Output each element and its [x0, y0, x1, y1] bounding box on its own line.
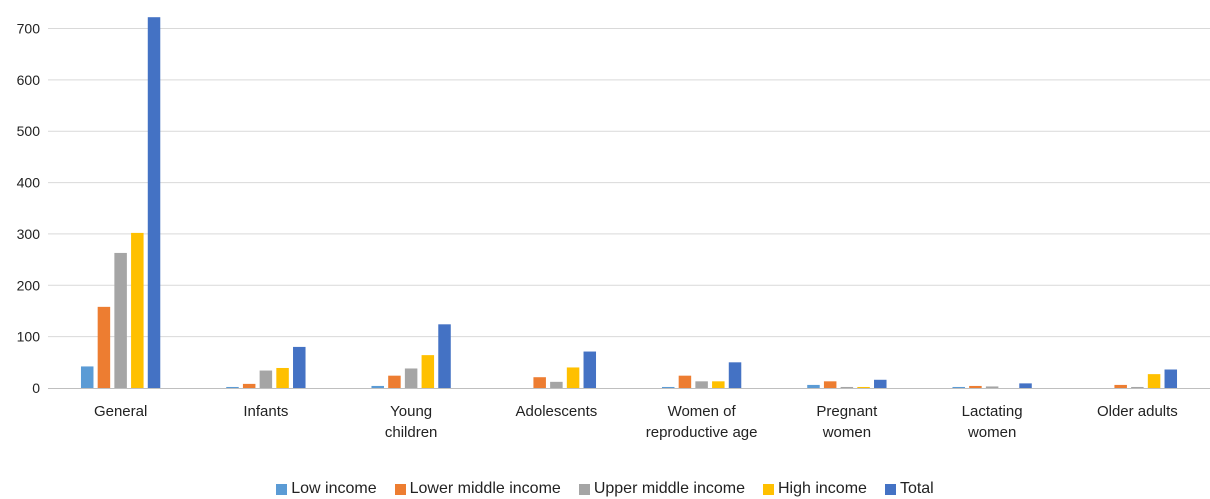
legend: Low income Lower middle income Upper middl… — [0, 480, 1210, 498]
legend-item: Low income — [276, 480, 377, 498]
bar — [114, 252, 127, 388]
bar — [438, 324, 451, 388]
bar — [678, 375, 692, 388]
bar — [1131, 386, 1144, 388]
y-tick-label: 700 — [17, 21, 41, 37]
x-category-label: Young children — [385, 403, 438, 441]
legend-item: Lower middle income — [394, 480, 561, 498]
y-tick-label: 300 — [17, 226, 41, 242]
bar — [550, 381, 563, 388]
legend-label: High income — [778, 480, 867, 497]
bar — [952, 386, 965, 388]
bar — [1019, 383, 1032, 388]
legend-swatch — [763, 483, 774, 495]
x-category-label: General — [94, 403, 147, 420]
x-category-label: Pregnant women — [816, 403, 878, 441]
x-category-label: Lactating women — [962, 403, 1023, 441]
bar — [404, 368, 418, 388]
bar — [874, 379, 887, 388]
bar — [807, 384, 820, 388]
bar — [131, 232, 144, 388]
bar — [97, 306, 111, 388]
bar — [661, 386, 675, 388]
y-tick-label: 400 — [17, 175, 41, 191]
bar — [293, 346, 306, 388]
gridlines — [48, 28, 1210, 338]
bar — [80, 366, 94, 388]
bar — [583, 351, 597, 388]
legend-item: High income — [763, 480, 867, 498]
bar — [147, 17, 161, 389]
bar — [857, 386, 870, 388]
bar — [985, 386, 999, 388]
bar — [823, 381, 837, 388]
bar — [1147, 374, 1161, 388]
bar — [371, 385, 384, 388]
legend-swatch — [884, 483, 896, 495]
bar — [242, 383, 256, 388]
bar — [969, 385, 982, 388]
y-axis-ticks: 0 100 200 300 400 500 600 700 — [17, 21, 41, 397]
y-tick-label: 500 — [17, 123, 41, 139]
x-axis-labels: General Infants Young children Adolescents Wo… — [94, 403, 1178, 441]
y-tick-label: 0 — [32, 380, 40, 396]
y-tick-label: 100 — [17, 329, 41, 345]
legend-swatch — [276, 483, 288, 495]
bar — [840, 386, 854, 388]
legend-swatch — [394, 483, 406, 495]
legend-swatch — [578, 483, 590, 495]
bar — [712, 381, 725, 388]
legend-label: Total — [899, 480, 934, 497]
legend-label: Low income — [291, 480, 377, 497]
x-category-label: Older adults — [1097, 403, 1178, 420]
y-tick-label: 600 — [17, 72, 41, 88]
bar — [259, 370, 273, 388]
bar — [1114, 384, 1127, 388]
bar — [728, 362, 742, 388]
bar — [276, 367, 289, 388]
legend-label: Upper middle income — [593, 480, 745, 497]
bars — [80, 17, 1178, 389]
x-category-label: Women of reproductive age — [646, 403, 758, 441]
legend-item: Upper middle income — [578, 480, 745, 498]
bar — [533, 377, 546, 388]
bar — [421, 355, 435, 388]
x-category-label: Adolescents — [516, 403, 598, 420]
bar — [566, 367, 580, 388]
bar — [388, 375, 401, 388]
y-tick-label: 200 — [17, 277, 41, 293]
legend-item: Total — [884, 480, 934, 498]
x-category-label: Infants — [243, 403, 288, 420]
bar — [695, 381, 708, 388]
legend-label: Lower middle income — [409, 480, 561, 497]
bar — [226, 386, 239, 388]
bar — [1164, 369, 1178, 388]
